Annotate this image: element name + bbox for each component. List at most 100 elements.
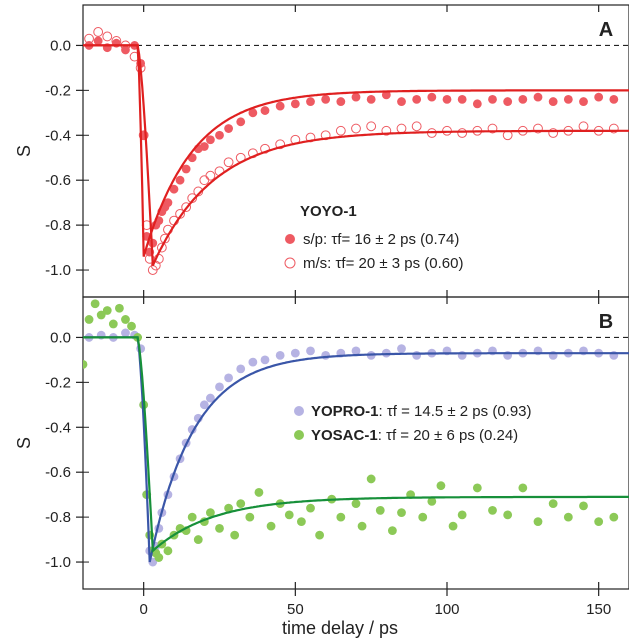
data-point-yosac-1 [84,315,94,324]
data-point-m-s [223,157,234,168]
data-point-m-s [305,132,316,143]
legend-entry: s/p: τf= 16 ± 2 ps (0.74) [303,231,459,248]
data-point-m-s [205,170,216,181]
data-point-yosac-1 [503,510,513,520]
x-tick-label: 100 [434,601,459,618]
data-point-s-p [397,97,406,106]
data-point-yopro-1 [215,382,224,392]
data-point-s-p [336,97,346,106]
data-point-m-s [156,242,167,253]
data-point-yosac-1 [193,535,203,544]
y-tick-label: -1.0 [45,262,71,279]
data-point-yosac-1 [284,510,294,520]
data-point-s-p [290,99,300,109]
data-point-s-p [548,97,558,106]
legend-entry: YOPRO-1: τf = 14.5 ± 2 ps (0.93) [311,403,532,420]
y-axis-title: S [14,145,34,157]
data-point-m-s [533,123,543,134]
data-point-m-s [102,31,113,42]
data-point-yosac-1 [215,523,224,533]
data-point-m-s [578,121,589,132]
data-point-yosac-1 [397,508,406,518]
data-point-s-p [206,135,215,145]
data-point-yosac-1 [206,508,215,518]
data-point-m-s [84,33,94,44]
data-point-m-s [335,125,346,136]
data-point-yosac-1 [357,521,367,531]
data-point-s-p [260,106,270,115]
plot-frame [82,296,629,590]
legend-entry: m/s: τf= 20 ± 3 ps (0.60) [303,255,463,272]
data-point-s-p [594,92,604,102]
data-point-yosac-1 [224,503,234,513]
data-point-yopro-1 [351,346,361,356]
data-point-s-p [175,175,185,185]
data-point-yosac-1 [163,546,173,556]
y-tick-label: -0.8 [45,217,71,234]
legend-marker [285,234,295,244]
data-point-yopro-1 [224,373,234,383]
data-point-yosac-1 [127,321,136,331]
data-point-yosac-1 [448,521,458,531]
data-layer [83,299,629,567]
data-layer [83,27,629,275]
data-point-yosac-1 [245,512,255,522]
data-point-s-p [366,94,376,104]
data-point-yosac-1 [427,497,437,506]
data-point-yosac-1 [594,517,604,527]
data-point-yosac-1 [518,483,528,493]
data-point-m-s [381,125,392,136]
fit-curve-m-s [83,44,629,267]
data-point-yosac-1 [418,512,428,522]
data-point-yosac-1 [579,501,588,511]
plot-frame [82,4,629,298]
data-point-s-p [488,94,497,104]
data-point-m-s [548,128,559,138]
data-point-yopro-1 [306,346,315,356]
y-tick-label: -1.0 [45,554,71,571]
panel-letter: A [599,19,613,41]
data-point-yosac-1 [108,319,118,329]
panel-B: 0.0 -0.2 -0.4 -0.6 -0.8 -1.0 0 50 100 150 time del… [14,296,629,638]
data-point-yosac-1 [472,483,482,493]
legend-title: YOYO-1 [300,203,357,220]
data-point-yosac-1 [266,521,276,531]
panel-A: 0.0 -0.2 -0.4 -0.6 -0.8 -1.0 S A YOYO-1 s/p: τf= … [14,4,629,298]
data-point-yopro-1 [199,400,209,410]
y-tick-label: -0.2 [45,374,71,391]
y-tick-label: -0.4 [45,127,71,144]
data-point-s-p [503,97,513,106]
data-point-yopro-1 [248,357,258,367]
data-point-m-s [275,139,286,150]
data-point-m-s [411,121,422,132]
data-point-s-p [236,117,246,127]
data-point-yosac-1 [563,512,573,522]
data-point-s-p [442,94,452,104]
data-point-yosac-1 [83,359,88,369]
data-point-s-p [306,97,315,106]
panel-letter: B [599,311,613,333]
data-point-s-p [427,92,437,102]
data-point-yopro-1 [321,351,331,360]
data-point-yosac-1 [488,505,497,515]
data-point-yosac-1 [436,481,446,491]
data-point-yopro-1 [275,351,285,360]
data-point-s-p [472,99,482,109]
data-point-s-p [412,94,422,104]
data-point-yosac-1 [366,474,376,484]
y-tick-label: -0.2 [45,82,71,99]
y-tick-label: -0.6 [45,172,71,189]
fit-curve-yopro-1 [83,336,629,563]
fit-curve-yosac-1 [83,336,629,554]
data-point-yosac-1 [236,499,246,509]
data-point-yosac-1 [297,517,306,527]
data-point-s-p [163,198,173,208]
y-axis-title: S [14,437,34,449]
fit-curve-s-p [83,44,629,257]
data-point-m-s [351,123,361,134]
legend-entry: YOSAC-1: τf = 20 ± 6 ps (0.24) [311,427,518,444]
data-point-s-p [381,90,391,100]
x-tick-label: 150 [586,601,611,618]
data-point-s-p [457,94,467,104]
data-point-yopro-1 [412,351,422,360]
